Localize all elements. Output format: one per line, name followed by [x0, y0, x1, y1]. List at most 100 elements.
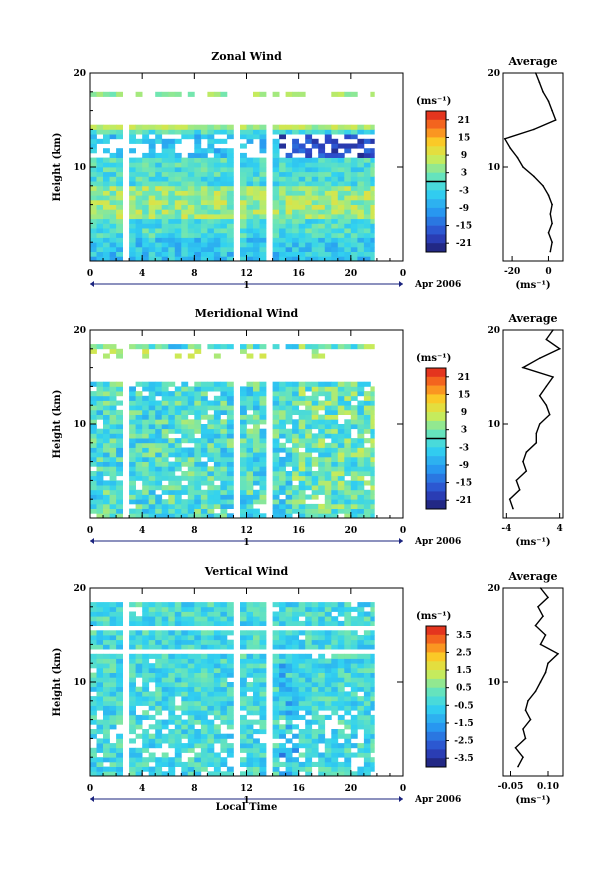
heatmap-cell — [220, 209, 228, 215]
heatmap-cell — [135, 251, 143, 257]
heatmap-cell — [285, 414, 293, 420]
heatmap-cell — [305, 124, 313, 130]
heatmap-cell — [324, 513, 332, 519]
heatmap-cell — [109, 480, 117, 486]
heatmap-cell — [324, 409, 332, 415]
heatmap-cell — [318, 705, 326, 711]
colorbar-swatch — [426, 670, 446, 680]
heatmap-cell — [259, 700, 267, 706]
heatmap-cell — [331, 663, 339, 669]
heatmap-cell — [200, 663, 208, 669]
heatmap-cell — [246, 124, 254, 130]
heatmap-cell — [135, 452, 143, 458]
heatmap-cell — [207, 134, 215, 140]
profile-point — [544, 671, 547, 674]
heatmap-cell — [116, 195, 123, 201]
colorbar-tick-label: -0.5 — [454, 701, 473, 711]
profile-point — [538, 395, 541, 397]
heatmap-cell — [285, 409, 293, 415]
heatmap-cell — [292, 256, 299, 262]
heatmap-cell — [226, 489, 234, 495]
heatmap-cell — [161, 424, 169, 430]
heatmap-cell — [253, 766, 260, 772]
heatmap-cell — [272, 218, 280, 224]
heatmap-cell — [168, 616, 176, 622]
heatmap-cell — [90, 171, 97, 177]
heatmap-cell — [344, 148, 352, 154]
heatmap-cell — [155, 658, 163, 664]
heatmap-cell — [96, 696, 104, 702]
heatmap-cell — [246, 214, 254, 220]
profile-point — [508, 498, 511, 501]
heatmap-cell — [285, 489, 293, 495]
heatmap-cell — [194, 171, 202, 177]
heatmap-cell — [272, 395, 280, 401]
heatmap-cell — [226, 602, 234, 608]
heatmap-cell — [246, 204, 254, 210]
heatmap-cell — [311, 246, 319, 252]
heatmap-cell — [174, 747, 182, 753]
heatmap-cell — [305, 480, 313, 486]
heatmap-cell — [350, 246, 358, 252]
heatmap-cell — [148, 162, 156, 168]
heatmap-cell — [292, 395, 299, 401]
heatmap-cell — [259, 381, 267, 387]
heatmap-cell — [161, 771, 169, 777]
heatmap-cell — [109, 508, 117, 514]
heatmap-cell — [240, 251, 247, 257]
heatmap-cell — [220, 714, 228, 720]
heatmap-cell — [220, 424, 228, 430]
heatmap-cell — [194, 143, 202, 149]
heatmap-cell — [168, 442, 176, 448]
heatmap-cell — [142, 710, 150, 716]
heatmap-cell — [135, 696, 143, 702]
heatmap-cell — [90, 653, 97, 659]
heatmap-cell — [181, 409, 189, 415]
heatmap-cell — [187, 419, 195, 425]
heatmap-cell — [135, 653, 143, 659]
heatmap-cell — [90, 456, 97, 462]
heatmap-cell — [155, 630, 163, 636]
heatmap-cell — [96, 729, 104, 735]
colorbar-swatch — [426, 687, 446, 697]
profile-point — [539, 587, 542, 589]
heatmap-cell — [363, 148, 371, 154]
heatmap-cell — [370, 705, 375, 711]
heatmap-cell — [246, 494, 254, 500]
heatmap-cell — [161, 606, 169, 612]
profile-point — [551, 109, 553, 112]
profile-point — [527, 700, 529, 702]
colorbar-swatch — [426, 119, 446, 129]
heatmap-cell — [174, 494, 182, 500]
heatmap-cell — [298, 611, 306, 617]
heatmap-cell — [174, 91, 182, 97]
heatmap-cell — [324, 251, 332, 257]
colorbar-swatch — [426, 740, 446, 750]
heatmap-cell — [344, 635, 352, 641]
heatmap-cell — [305, 438, 313, 444]
heatmap-cell — [187, 456, 195, 462]
heatmap-cell — [129, 199, 136, 205]
heatmap-cell — [292, 714, 299, 720]
heatmap-cell — [253, 743, 260, 749]
heatmap-cell — [174, 635, 182, 641]
heatmap-cell — [207, 771, 215, 777]
heatmap-cell — [90, 419, 97, 425]
heatmap-cell — [253, 658, 260, 664]
heatmap-cell — [370, 190, 375, 196]
heatmap-cell — [350, 729, 358, 735]
heatmap-cell — [357, 223, 365, 229]
heatmap-cell — [135, 242, 143, 248]
heatmap-cell — [181, 672, 189, 678]
profile-line — [508, 329, 562, 509]
heatmap-cell — [103, 696, 110, 702]
heatmap-cell — [246, 771, 254, 777]
heatmap-cells — [90, 91, 375, 262]
heatmap-cell — [272, 724, 280, 730]
heatmap-cell — [305, 242, 313, 248]
heatmap-cell — [350, 214, 358, 220]
heatmap-cell — [187, 386, 195, 392]
heatmap-cell — [194, 658, 202, 664]
heatmap-cell — [370, 405, 375, 411]
